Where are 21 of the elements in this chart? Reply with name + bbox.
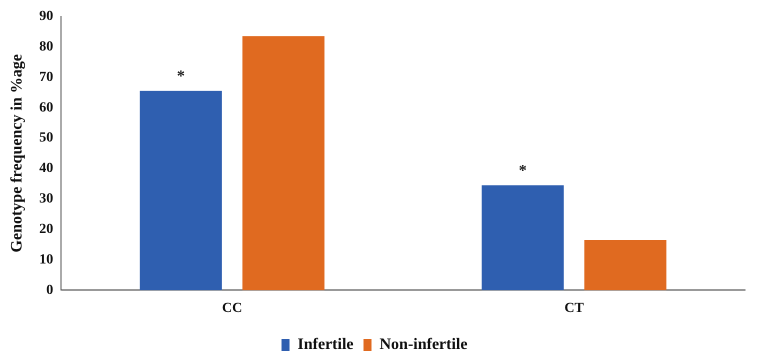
y-tick-label: 20 xyxy=(39,222,54,237)
y-tick-label: 90 xyxy=(39,9,54,24)
y-axis-title: Genotype frequency in %age xyxy=(8,54,26,252)
legend-label: Infertile xyxy=(298,336,354,354)
annotation: * xyxy=(518,162,527,180)
bar xyxy=(584,240,666,290)
legend-label: Non-infertile xyxy=(380,336,468,354)
y-tick-label: 40 xyxy=(39,161,54,176)
y-tick-label: 80 xyxy=(39,39,54,54)
y-tick-label: 30 xyxy=(39,192,54,207)
y-tick-label: 0 xyxy=(46,282,54,298)
y-tick-label: 70 xyxy=(39,70,54,85)
y-tick-label: 50 xyxy=(39,130,54,146)
y-tick-label: 10 xyxy=(39,252,54,268)
x-tick-label: CT xyxy=(564,301,584,316)
bar xyxy=(140,90,222,290)
y-tick-label: 60 xyxy=(39,100,54,116)
bar xyxy=(242,36,324,290)
bar xyxy=(482,185,564,290)
annotation: * xyxy=(176,68,185,86)
x-tick-label: CC xyxy=(222,301,242,316)
